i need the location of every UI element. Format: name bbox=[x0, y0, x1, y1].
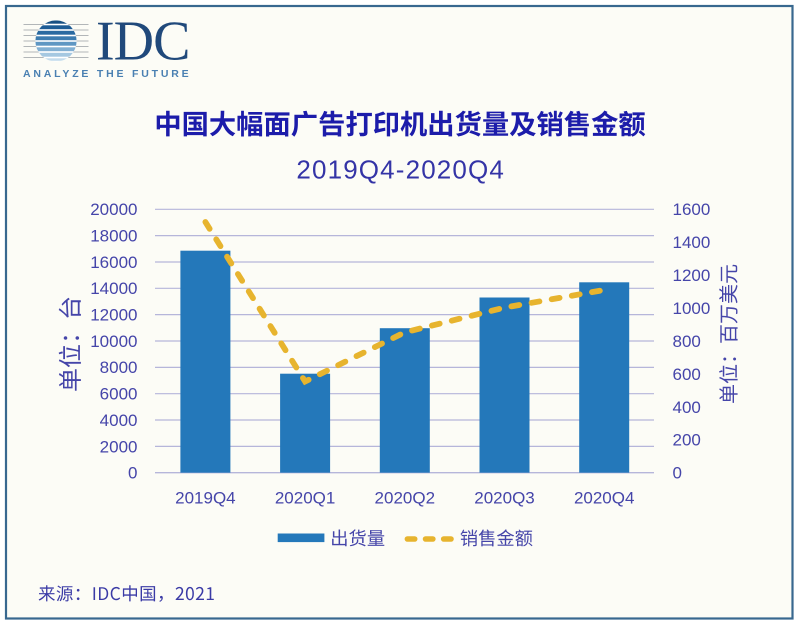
svg-text:16000: 16000 bbox=[90, 253, 137, 272]
svg-text:2020Q4: 2020Q4 bbox=[574, 488, 635, 507]
svg-text:200: 200 bbox=[673, 431, 701, 450]
svg-text:1000: 1000 bbox=[673, 299, 711, 318]
svg-text:12000: 12000 bbox=[90, 306, 137, 325]
svg-text:8000: 8000 bbox=[100, 358, 138, 377]
svg-text:4000: 4000 bbox=[100, 411, 138, 430]
svg-text:20000: 20000 bbox=[90, 200, 137, 219]
svg-text:2019Q4: 2019Q4 bbox=[175, 488, 236, 507]
svg-text:2020Q3: 2020Q3 bbox=[474, 488, 535, 507]
svg-text:0: 0 bbox=[128, 464, 137, 483]
svg-text:2020Q2: 2020Q2 bbox=[375, 488, 436, 507]
svg-text:1200: 1200 bbox=[673, 266, 711, 285]
svg-text:1600: 1600 bbox=[673, 200, 711, 219]
svg-text:18000: 18000 bbox=[90, 227, 137, 246]
svg-text:1400: 1400 bbox=[673, 233, 711, 252]
svg-text:400: 400 bbox=[673, 398, 701, 417]
svg-text:10000: 10000 bbox=[90, 332, 137, 351]
svg-text:IDC: IDC bbox=[96, 11, 189, 73]
svg-text:ANALYZE THE FUTURE: ANALYZE THE FUTURE bbox=[23, 68, 191, 80]
svg-text:800: 800 bbox=[673, 332, 701, 351]
svg-text:6000: 6000 bbox=[100, 385, 138, 404]
svg-text:2020Q1: 2020Q1 bbox=[275, 488, 336, 507]
svg-text:600: 600 bbox=[673, 365, 701, 384]
svg-text:0: 0 bbox=[673, 464, 682, 483]
svg-text:2019Q4-2020Q4: 2019Q4-2020Q4 bbox=[296, 155, 505, 185]
svg-text:14000: 14000 bbox=[90, 279, 137, 298]
svg-text:2000: 2000 bbox=[100, 437, 138, 456]
